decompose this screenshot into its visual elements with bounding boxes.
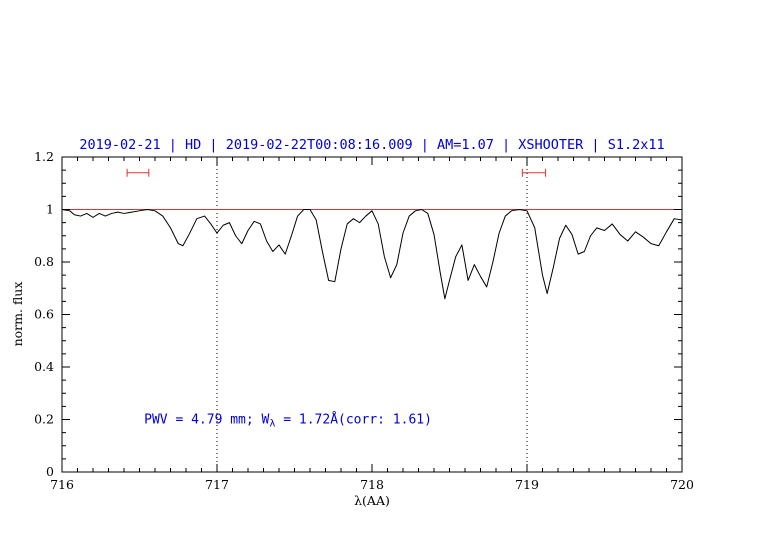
y-tick-label: 0 bbox=[46, 464, 54, 479]
x-tick-label: 720 bbox=[670, 477, 694, 492]
pwv-annotation: PWV = 4.79 mm; Wλ = 1.72Å(corr: 1.61) bbox=[144, 411, 432, 429]
x-tick-label: 718 bbox=[360, 477, 384, 492]
x-axis-label: λ(AA) bbox=[354, 493, 390, 508]
y-tick-label: 1 bbox=[46, 202, 54, 217]
spectrum-line bbox=[61, 209, 683, 300]
annotation-suffix: = 1.72Å(corr: 1.61) bbox=[275, 411, 432, 427]
y-tick-label: 0.2 bbox=[34, 412, 54, 427]
plot-area: 716 717 718 719 720 0 0.2 0.4 0.6 0.8 1 1.2 bbox=[34, 149, 694, 492]
annotation-prefix: PWV = 4.79 mm; W bbox=[144, 412, 269, 427]
x-tick-label: 716 bbox=[50, 477, 74, 492]
plot-border bbox=[61, 156, 683, 473]
y-tick-label: 0.6 bbox=[34, 307, 54, 322]
range-marker bbox=[521, 168, 547, 177]
annotation-subscript: λ bbox=[269, 418, 275, 429]
x-tick-label: 719 bbox=[515, 477, 539, 492]
y-tick-label: 0.8 bbox=[34, 254, 54, 269]
y-tick-label: 1.2 bbox=[34, 149, 54, 164]
plot-title: 2019-02-21 | HD | 2019-02-22T00:08:16.00… bbox=[79, 137, 664, 153]
range-marker bbox=[126, 168, 150, 177]
y-axis-label: norm. flux bbox=[10, 282, 25, 347]
y-tick-label: 0.4 bbox=[34, 359, 54, 374]
x-tick-label: 717 bbox=[205, 477, 229, 492]
